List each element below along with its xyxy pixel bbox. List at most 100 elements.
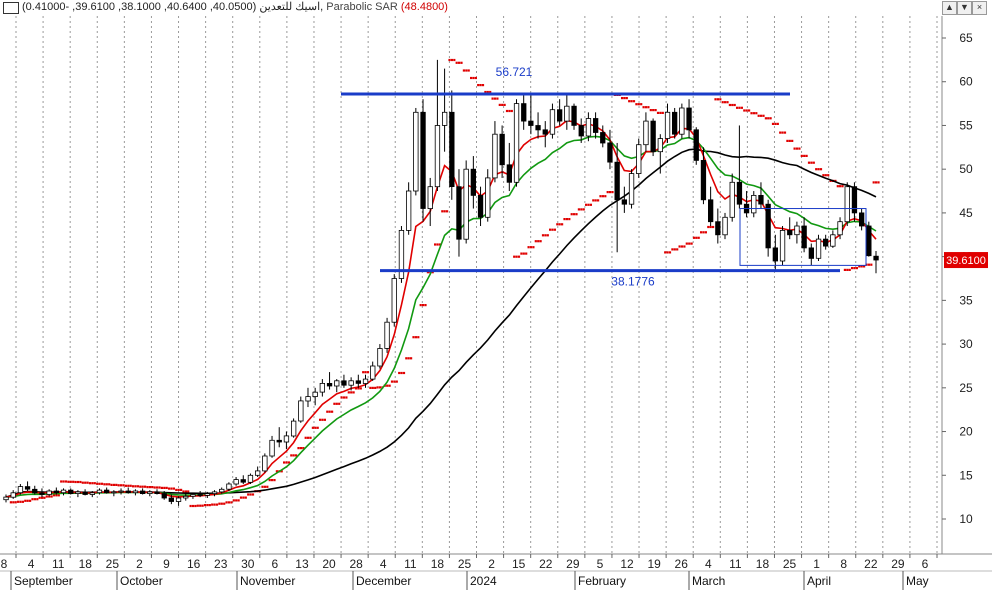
last-price-tag	[944, 252, 988, 269]
sar-dot	[215, 503, 219, 506]
candlestick-chart[interactable]: 56.721 38.1776 10152025303540455055606584…	[0, 16, 992, 590]
sar-dot	[141, 485, 144, 488]
annotations: 56.721 38.1776	[341, 65, 867, 289]
candle-down	[700, 159, 707, 201]
sar-dot	[762, 114, 765, 117]
sar-dot	[525, 252, 528, 255]
sar-dot	[841, 185, 844, 188]
y-tick-label: 60	[959, 75, 973, 89]
sar-dot	[160, 486, 163, 489]
chart-window-icon[interactable]	[3, 2, 19, 14]
x-day-label: 22	[864, 557, 878, 571]
candle-up	[96, 489, 103, 494]
candle-down	[477, 194, 484, 218]
candle-up	[262, 455, 268, 472]
sar-dot	[539, 240, 542, 243]
sar-dot	[630, 100, 633, 103]
sar-dot	[302, 447, 305, 450]
x-day-label: 9	[163, 557, 170, 571]
restore-button[interactable]: ▲	[942, 1, 957, 15]
candle-up	[679, 107, 685, 135]
close-button[interactable]: ×	[972, 1, 987, 15]
sar-dot	[26, 499, 29, 502]
candle-up	[463, 168, 469, 240]
sar-dot	[129, 484, 132, 487]
candle-up	[377, 348, 383, 367]
candle-up	[183, 495, 189, 499]
ohlc-values: (40.0500, 40.6400, 38.1000, 39.6100, -0.…	[22, 1, 324, 13]
sar-dot	[565, 218, 568, 221]
sar-dot	[529, 246, 533, 249]
sar-dot	[297, 447, 300, 450]
candle-up	[664, 111, 671, 139]
sar-dot	[632, 100, 636, 103]
candle-down	[787, 229, 793, 236]
sar-dot	[803, 154, 806, 157]
sar-dot	[156, 486, 159, 489]
candle-up	[370, 365, 376, 380]
x-month-label: September	[14, 574, 73, 588]
sar-dot	[522, 252, 525, 255]
sar-dot	[280, 470, 283, 473]
x-day-label: 25	[783, 557, 797, 571]
sar-dot	[333, 402, 336, 405]
sar-dot	[431, 271, 434, 274]
x-day-label: 8	[840, 557, 847, 571]
candle-up	[89, 492, 95, 495]
sar-dot	[36, 498, 39, 501]
sar-dot	[43, 496, 46, 499]
x-month-label: April	[807, 574, 831, 588]
sar-dot	[597, 199, 600, 202]
y-tick-label: 35	[959, 293, 973, 307]
sar-dot	[642, 106, 645, 109]
candle-down	[708, 199, 714, 223]
sar-dot	[419, 304, 422, 307]
sar-dot	[148, 486, 151, 489]
symbol-name: اسيك للتعدين	[259, 1, 321, 13]
sar-dot	[208, 504, 211, 507]
candle-up	[585, 118, 592, 137]
sar-dot	[290, 454, 293, 457]
sar-dot	[366, 371, 370, 374]
sar-dot	[853, 267, 856, 270]
sar-dot	[544, 234, 547, 237]
sar-dot	[472, 76, 475, 80]
candle-down	[765, 203, 771, 249]
sar-dot	[374, 386, 377, 389]
sar-dot	[426, 271, 429, 274]
sar-dot	[19, 500, 22, 503]
sar-dot	[791, 139, 794, 142]
sar-dot	[57, 494, 60, 497]
x-month-label: December	[356, 574, 411, 588]
x-month-label: February	[578, 574, 626, 588]
sar-dot	[170, 487, 173, 490]
x-day-label: 11	[52, 557, 65, 571]
consolidation-box	[739, 208, 867, 266]
sar-dot	[661, 111, 664, 114]
sar-dot	[304, 436, 307, 439]
candle-down	[650, 120, 656, 153]
sar-dot	[196, 504, 199, 507]
sar-dot	[331, 410, 334, 413]
sar-dot	[724, 101, 727, 104]
sar-dot	[21, 500, 24, 503]
candle-up	[362, 378, 369, 384]
sar-dot	[513, 255, 516, 258]
sar-dot	[328, 410, 331, 413]
sar-dot	[235, 499, 238, 502]
minimize-button[interactable]: ▼	[957, 1, 972, 15]
sar-dot	[599, 195, 602, 198]
sar-dot	[520, 252, 523, 255]
sar-dot	[376, 386, 379, 389]
sar-dot	[731, 103, 734, 107]
sar-dot	[362, 371, 365, 374]
candle-up	[60, 489, 67, 494]
candle-down	[161, 493, 167, 499]
sar-dot	[144, 485, 147, 488]
candle-down	[758, 194, 764, 205]
sar-dot	[508, 109, 511, 113]
sar-dot	[275, 470, 278, 473]
sar-dot	[587, 203, 590, 206]
sar-dot	[589, 203, 592, 206]
candle-up	[413, 111, 419, 192]
